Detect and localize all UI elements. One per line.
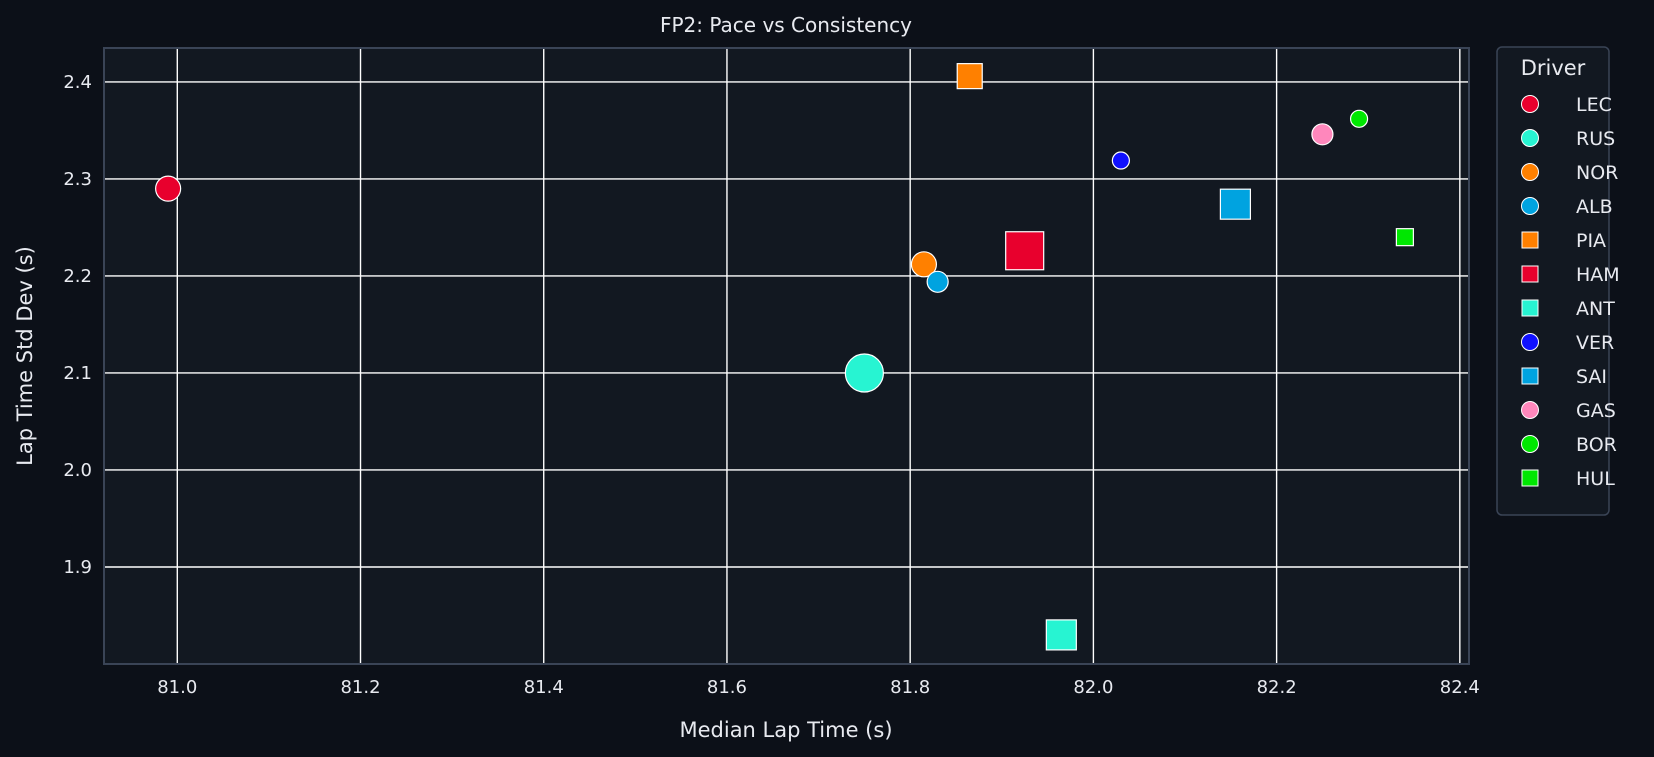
- legend-label-bor: BOR: [1576, 434, 1617, 456]
- point-bor: [1349, 109, 1369, 128]
- legend-marker-ver: [1521, 333, 1539, 351]
- legend-title: Driver: [1521, 56, 1586, 80]
- legend-marker-bor: [1521, 435, 1539, 453]
- legend-marker-gas: [1521, 401, 1539, 419]
- data-points: [155, 63, 1414, 651]
- x-axis-ticks: 81.0 81.2 81.4 81.6 81.8 82.0 82.2 82.4: [157, 677, 1480, 698]
- legend-marker-ant: [1521, 299, 1539, 317]
- x-tick-label: 81.4: [524, 677, 564, 698]
- point-pia: [956, 63, 983, 90]
- y-tick-label: 2.4: [63, 72, 92, 93]
- y-axis-ticks: 1.9 2.0 2.1 2.2 2.3 2.4: [63, 72, 92, 578]
- point-nor: [910, 251, 938, 278]
- y-tick-label: 1.9: [63, 557, 92, 578]
- x-tick-label: 81.0: [157, 677, 197, 698]
- legend-marker-nor: [1521, 163, 1539, 181]
- legend-marker-sai: [1521, 367, 1539, 385]
- x-tick-label: 81.6: [707, 677, 747, 698]
- x-tick-label: 82.0: [1073, 677, 1113, 698]
- legend-label-sai: SAI: [1576, 366, 1607, 388]
- legend-box: [1496, 46, 1610, 516]
- legend-marker-ham: [1521, 265, 1539, 283]
- x-tick-label: 82.4: [1440, 677, 1480, 698]
- legend-label-lec: LEC: [1576, 94, 1612, 116]
- legend-marker-pia: [1521, 231, 1539, 249]
- point-sai: [1219, 188, 1251, 220]
- point-alb: [926, 270, 949, 293]
- legend-label-ver: VER: [1576, 332, 1614, 354]
- plot-frame: [103, 47, 1470, 665]
- x-axis-label: Median Lap Time (s): [679, 718, 892, 742]
- legend-label-gas: GAS: [1576, 400, 1616, 422]
- legend-label-nor: NOR: [1576, 162, 1618, 184]
- legend: Driver LEC RUS NOR ALB PIA HAM ANT VER SAI GAS BOR…: [1496, 46, 1620, 516]
- point-lec: [155, 175, 182, 202]
- legend-label-ham: HAM: [1576, 264, 1620, 286]
- legend-label-ant: ANT: [1576, 298, 1615, 320]
- y-tick-label: 2.2: [63, 266, 92, 287]
- legend-label-alb: ALB: [1576, 196, 1613, 218]
- legend-label-pia: PIA: [1576, 230, 1606, 252]
- legend-marker-lec: [1521, 95, 1539, 113]
- y-tick-label: 2.0: [63, 460, 92, 481]
- y-tick-label: 2.3: [63, 169, 92, 190]
- point-ver: [1111, 151, 1130, 170]
- point-ant: [1045, 619, 1077, 651]
- x-tick-label: 81.2: [340, 677, 380, 698]
- chart-title: FP2: Pace vs Consistency: [660, 13, 912, 37]
- x-tick-label: 82.2: [1257, 677, 1297, 698]
- x-tick-label: 81.8: [890, 677, 930, 698]
- legend-marker-rus: [1521, 129, 1539, 147]
- y-tick-label: 2.1: [63, 363, 92, 384]
- legend-items: LEC RUS NOR ALB PIA HAM ANT VER SAI GAS BOR HUL: [1521, 94, 1620, 490]
- y-axis-label: Lap Time Std Dev (s): [13, 246, 37, 466]
- point-rus: [844, 353, 884, 393]
- legend-marker-alb: [1521, 197, 1539, 215]
- legend-label-hul: HUL: [1576, 468, 1615, 490]
- legend-label-rus: RUS: [1576, 128, 1615, 150]
- point-gas: [1311, 123, 1334, 146]
- plot-area: [104, 48, 1469, 664]
- grid: [104, 48, 1469, 664]
- legend-marker-hul: [1521, 469, 1539, 487]
- point-hul: [1395, 228, 1414, 247]
- point-ham: [1005, 231, 1045, 271]
